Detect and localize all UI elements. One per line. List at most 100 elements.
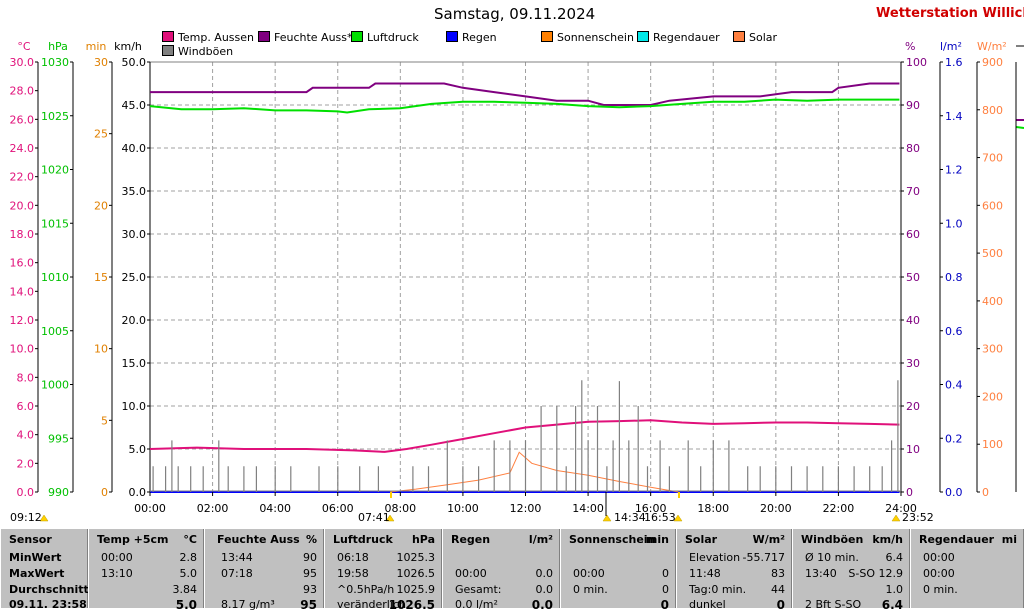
rain-tick-label: 0.6 [945, 325, 963, 338]
row-label: MaxWert [9, 567, 64, 580]
pressure-tick-label: 1000 [41, 379, 69, 392]
station-name: Wetterstation Willich / [876, 6, 1024, 21]
wind-axis-unit: km/h [114, 40, 142, 53]
wind-tick-label: 20.0 [122, 314, 147, 327]
cell-value: S-SO 12.9 [848, 567, 903, 580]
column-unit: W/m² [753, 533, 785, 546]
temp-tick-label: 8.0 [17, 371, 35, 384]
rain-tick-label: 0.8 [945, 271, 963, 284]
rain-tick-label: 0.4 [945, 379, 963, 392]
wind-tick-label: 10.0 [122, 400, 147, 413]
marker-left-label: 09:12 [10, 511, 42, 524]
row-label: MinWert [9, 551, 61, 564]
minutes-tick-label: 5 [101, 414, 108, 427]
solar-tick-label: 200 [982, 390, 1003, 403]
humidity-axis-unit: % [905, 40, 915, 53]
legend-item: Regendauer [637, 31, 720, 44]
row-label: 09.11. 23:58 [9, 598, 87, 611]
legend-swatch [446, 31, 458, 42]
cell-label: 13:40 [805, 567, 837, 580]
legend-item: Regen [446, 31, 497, 44]
marker-right-label: 23:52 [902, 511, 934, 524]
cell-label: 0 min. [923, 583, 958, 596]
wind-tick-label: 50.0 [122, 56, 147, 69]
cell-label: 0.0 l/m² [455, 598, 498, 611]
cell-value: 44 [771, 583, 785, 596]
legend-item: Sonnenschein [541, 31, 634, 44]
legend-item: Solar [733, 31, 777, 44]
marker-sunset-label: 16:53 [644, 511, 676, 524]
x-tick-label: 18:00 [697, 502, 729, 515]
cell-value: 5.0 [180, 567, 198, 580]
column-header: Luftdruck [333, 533, 393, 546]
pressure-tick-label: 1030 [41, 56, 69, 69]
solar-axis-unit: W/m² [977, 40, 1007, 53]
cell-label: 06:18 [337, 551, 369, 564]
legend-item: Windböen [162, 45, 233, 58]
column-unit: l/m² [529, 533, 553, 546]
minutes-tick-label: 30 [94, 56, 108, 69]
rain-tick-label: 1.2 [945, 164, 963, 177]
cell-value: 90 [303, 551, 317, 564]
legend-label: Windböen [178, 45, 233, 58]
wind-tick-label: 45.0 [122, 99, 147, 112]
temp-tick-label: 12.0 [10, 314, 35, 327]
legend-swatch [637, 31, 649, 42]
pressure-tick-label: 1015 [41, 217, 69, 230]
legend-label: Feuchte Auss* [274, 31, 353, 44]
rain-tick-label: 1.4 [945, 110, 963, 123]
solar-tick-label: 100 [982, 438, 1003, 451]
wind-tick-label: 5.0 [129, 443, 147, 456]
rain-tick-label: 1.6 [945, 56, 963, 69]
humidity-tick-label: 100 [906, 56, 927, 69]
temp-tick-label: 30.0 [10, 56, 35, 69]
column-unit: % [306, 533, 317, 546]
temp-tick-label: 10.0 [10, 343, 35, 356]
column-unit: °C [183, 533, 197, 546]
cell-value: 93 [303, 583, 317, 596]
marker-sunrise-label: 07:41 [358, 511, 390, 524]
column-unit: hPa [412, 533, 435, 546]
cell-value: 1025.3 [397, 551, 436, 564]
temp-tick-label: 6.0 [17, 400, 35, 413]
wind-tick-label: 35.0 [122, 185, 147, 198]
cell-value: 0 [661, 598, 669, 612]
humidity-tick-label: 60 [906, 228, 920, 241]
legend-item: Feuchte Auss* [258, 31, 353, 44]
pressure-axis-unit: hPa [48, 40, 68, 53]
cell-label: 00:00 [923, 567, 955, 580]
temp-tick-label: 16.0 [10, 257, 35, 270]
temp-tick-label: 2.0 [17, 457, 35, 470]
minutes-tick-label: 25 [94, 128, 108, 141]
cell-value: 1026.5 [397, 567, 436, 580]
wind-tick-label: 40.0 [122, 142, 147, 155]
column-unit: min [646, 533, 669, 546]
cell-label: ^0.5hPa/h [337, 583, 394, 596]
x-tick-label: 04:00 [259, 502, 291, 515]
temp-tick-label: 4.0 [17, 429, 35, 442]
temp-tick-label: 14.0 [10, 285, 35, 298]
solar-tick-label: 400 [982, 295, 1003, 308]
marker-noon-label: 14:34 [614, 511, 646, 524]
column-unit: km/h [872, 533, 903, 546]
legend-swatch [162, 31, 174, 42]
cell-value: 1026.5 [389, 598, 435, 612]
column-header: Sensor [9, 533, 52, 546]
pressure-tick-label: 990 [48, 486, 69, 499]
temp-axis-unit: °C [17, 40, 31, 53]
right-edge-pressure [1016, 127, 1024, 128]
pressure-tick-label: 1005 [41, 325, 69, 338]
cell-value: 1025.9 [397, 583, 436, 596]
legend-label: Sonnenschein [557, 31, 634, 44]
x-tick-label: 02:00 [197, 502, 229, 515]
marker-right-icon [892, 515, 900, 521]
column-header: Sonnenschein [569, 533, 655, 546]
cell-label: dunkel [689, 598, 726, 611]
solar-tick-label: 0 [982, 486, 989, 499]
humidity-tick-label: 90 [906, 99, 920, 112]
legend-label: Regen [462, 31, 497, 44]
